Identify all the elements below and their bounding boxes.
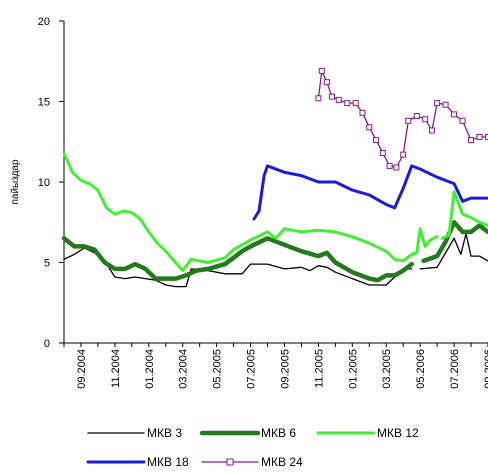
data-point-marker [422,116,429,123]
data-point-marker [379,150,386,157]
data-point-marker [442,101,449,108]
data-point-marker [476,133,483,140]
data-point-marker [429,127,436,134]
series-line [62,151,439,273]
x-tick-label: 05.2006 [415,349,427,389]
data-point-marker [393,164,400,171]
legend-label: МКВ 24 [261,455,303,469]
data-point-marker [323,79,330,86]
series-мкв-6 [61,220,488,283]
legend-label: МКВ 6 [261,426,296,440]
data-point-marker [434,100,441,107]
series-line [63,247,413,288]
y-tick-label: 0 [44,338,50,350]
x-tick-label: 09.2006 [483,349,488,389]
x-tick-label: 07.2006 [449,349,461,389]
data-point-marker [468,137,475,144]
data-point-marker [344,100,351,107]
data-point-marker [366,124,373,131]
series-мкв-18 [252,164,488,221]
x-tick-label: 03.2004 [178,349,190,389]
x-tick-label: 01.2004 [144,349,156,389]
y-axis-title: пайыздар [10,159,21,205]
legend-label: МКВ 18 [147,455,189,469]
data-point-marker [405,117,412,124]
series-мкв-24 [315,67,488,171]
data-point-marker [386,162,393,169]
data-point-marker [335,96,342,103]
x-tick-label: 01.2005 [347,349,359,389]
series-line [419,232,488,270]
y-tick-label: 10 [38,177,50,189]
data-point-marker [451,111,458,118]
y-tick-label: 20 [38,16,50,28]
x-tick-label: 05.2005 [212,349,224,389]
legend-marker [226,458,234,466]
x-tick-label: 03.2005 [381,349,393,389]
series-line [252,164,488,221]
x-tick-label: 11.2005 [313,349,325,388]
data-point-marker [373,137,380,144]
data-point-marker [352,100,359,107]
series-line [421,220,488,264]
series-line [440,190,488,240]
series-line [61,236,414,283]
data-point-marker [485,133,488,140]
y-tick-label: 5 [44,258,50,270]
legend-label: МКВ 3 [147,426,182,440]
legend-item: МКВ 24 [201,455,303,469]
data-point-marker [413,112,420,119]
x-axis-ticks: 09.2004 11.2004 01.2004 03.2004 05.2005 07.20… [63,343,488,389]
data-point-marker [318,67,325,74]
data-point-marker [315,95,322,102]
legend-item: МКВ 3 [87,426,182,440]
data-point-marker [359,109,366,116]
x-tick-label: 09.2005 [279,349,291,389]
legend-label: МКВ 12 [377,426,419,440]
series-layer [61,67,488,288]
plot-area: 0 5 10 15 20 09.2004 11.2004 01.2004 03.2004 05.… [38,16,488,389]
y-axis-ticks: 0 5 10 15 20 [38,16,64,350]
data-point-marker [328,93,335,100]
legend: МКВ 3 МКВ 6 МКВ 12 МКВ 18 МКВ 24 [86,426,419,469]
data-point-marker [400,151,407,158]
data-point-marker [459,117,466,124]
y-tick-label: 15 [38,97,50,109]
x-tick-label: 09.2004 [76,349,88,389]
series-мкв-12 [62,151,488,273]
legend-item: МКВ 6 [199,426,296,440]
legend-item: МКВ 18 [86,455,189,469]
legend-item: МКВ 12 [316,426,419,440]
x-tick-label: 07.2005 [246,349,258,389]
x-tick-label: 11.2004 [110,349,122,388]
series-мкв-3 [63,232,488,288]
